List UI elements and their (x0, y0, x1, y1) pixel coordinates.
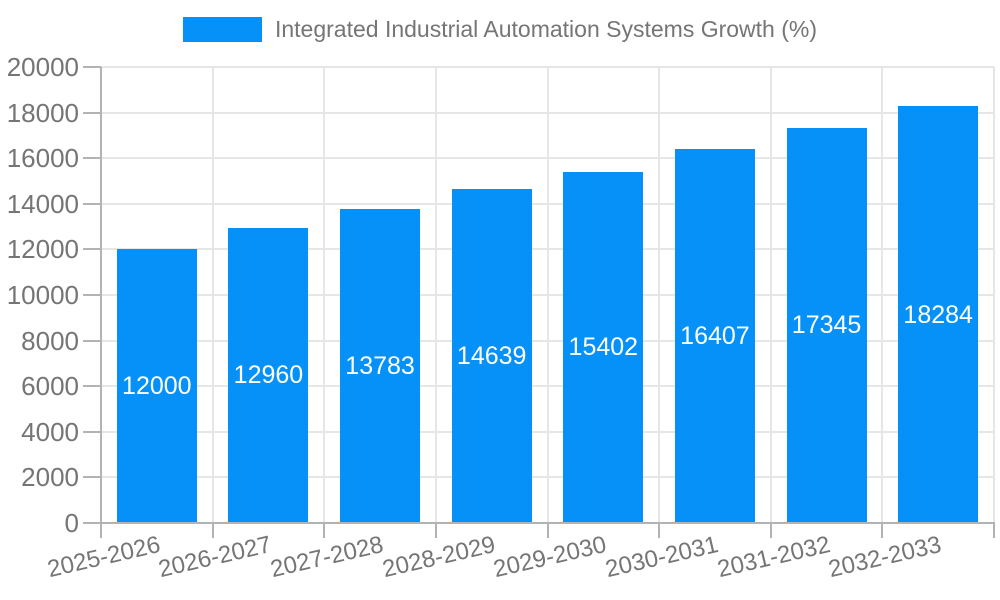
bar-value-label: 14639 (456, 342, 527, 371)
y-tick-label: 10000 (6, 280, 79, 310)
v-gridline (211, 67, 214, 523)
y-tick-label: 8000 (21, 325, 79, 356)
bar (563, 171, 644, 523)
y-tick (83, 248, 101, 251)
y-tick-label: 0 (64, 508, 79, 538)
y-tick (83, 476, 101, 479)
bar-value-label: 12960 (233, 361, 304, 390)
bar-value-label: 13783 (345, 351, 415, 380)
v-gridline (546, 67, 549, 523)
bar (674, 148, 755, 523)
x-axis (100, 522, 995, 524)
x-tick (100, 523, 102, 538)
y-tick-label: 2000 (21, 462, 79, 493)
bar (116, 249, 197, 523)
bar (451, 189, 532, 523)
bar (898, 106, 979, 523)
y-tick (83, 430, 101, 433)
v-gridline (993, 67, 995, 523)
y-tick (83, 66, 101, 68)
bar (228, 227, 309, 523)
legend: Integrated Industrial Automation Systems… (0, 17, 1000, 42)
x-tick (434, 523, 437, 538)
y-tick-label: 20000 (6, 52, 79, 82)
y-tick-label: 16000 (6, 143, 79, 174)
bar-value-label: 17345 (791, 311, 862, 340)
x-tick (881, 523, 884, 538)
y-tick (83, 202, 101, 205)
x-tick (769, 523, 772, 538)
bar-value-label: 15402 (568, 333, 639, 362)
v-gridline (881, 67, 884, 523)
bar-value-label: 12000 (122, 372, 192, 401)
v-gridline (769, 67, 772, 523)
bar (786, 127, 867, 523)
x-tick (323, 523, 326, 538)
y-tick (83, 385, 101, 388)
bar-value-label: 18284 (903, 300, 973, 329)
x-tick (546, 523, 549, 538)
v-gridline (434, 67, 437, 523)
y-tick (83, 294, 101, 296)
legend-swatch (182, 17, 262, 42)
y-tick-label: 4000 (21, 416, 79, 447)
y-tick (83, 157, 101, 160)
y-tick (83, 339, 101, 342)
y-tick-label: 12000 (6, 234, 79, 265)
legend-label: Integrated Industrial Automation Systems… (274, 16, 818, 42)
y-axis (100, 67, 102, 523)
x-tick (993, 523, 995, 538)
v-gridline (323, 67, 326, 523)
y-tick-label: 6000 (21, 371, 79, 402)
x-tick (658, 523, 661, 538)
y-tick (83, 522, 101, 524)
y-tick-label: 18000 (6, 97, 79, 128)
y-tick (83, 111, 101, 114)
bar (340, 208, 421, 523)
y-tick-label: 14000 (6, 188, 79, 219)
x-tick (211, 523, 214, 538)
v-gridline (658, 67, 661, 523)
bar-value-label: 16407 (680, 321, 750, 350)
